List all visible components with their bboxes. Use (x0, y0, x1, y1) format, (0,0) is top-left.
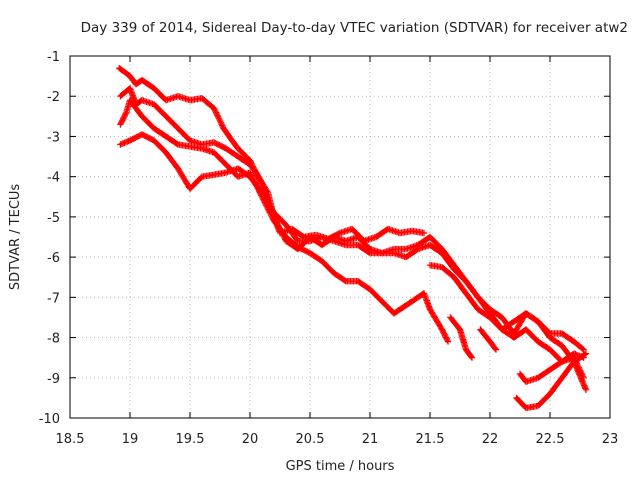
series-track-5 (426, 262, 587, 381)
plot-frame (69, 55, 611, 419)
data-point-markers (426, 262, 587, 381)
x-tick-labels: 18.5 19 19.5 20 20.5 21 21.5 22 22.5 23 (56, 432, 619, 447)
data-point-markers (447, 314, 476, 361)
x-axis-label: GPS time / hours (286, 459, 395, 474)
x-tick-label: 20 (242, 432, 259, 447)
y-tick-label: -6 (47, 251, 60, 266)
chart-title: Day 339 of 2014, Sidereal Day-to-day VTE… (81, 20, 628, 36)
series-track-7 (477, 326, 500, 353)
y-tick-label: -9 (47, 372, 60, 387)
x-tick-label: 21 (362, 432, 379, 447)
data-marks (116, 64, 590, 412)
data-point-markers (513, 350, 590, 412)
data-point-markers (516, 350, 587, 385)
data-point-markers (117, 131, 590, 393)
axis-ticks (69, 55, 611, 419)
series-track-4 (117, 131, 590, 393)
y-tick-label: -7 (47, 291, 60, 306)
x-tick-label: 19.5 (176, 432, 205, 447)
series-track-2 (117, 85, 587, 353)
y-tick-labels: -10 -9 -8 -7 -6 -5 -4 -3 -2 -1 (39, 50, 60, 427)
x-tick-label: 18.5 (56, 432, 85, 447)
series-track-6 (447, 314, 476, 361)
x-tick-label: 22 (482, 432, 499, 447)
y-tick-label: -8 (47, 332, 60, 347)
y-tick-label: -10 (39, 412, 60, 427)
y-tick-label: -2 (47, 90, 60, 105)
x-tick-label: 19 (122, 432, 139, 447)
y-tick-label: -4 (47, 171, 60, 186)
x-tick-label: 23 (602, 432, 619, 447)
y-tick-label: -1 (47, 50, 60, 65)
y-tick-label: -3 (47, 130, 60, 145)
x-tick-label: 21.5 (416, 432, 445, 447)
y-tick-label: -5 (47, 211, 60, 226)
data-point-markers (117, 85, 587, 353)
x-tick-label: 20.5 (296, 432, 325, 447)
series-track-9 (513, 350, 590, 412)
series-track-8 (516, 350, 587, 385)
data-point-markers (477, 326, 500, 353)
x-tick-label: 22.5 (536, 432, 565, 447)
y-axis-label: SDTVAR / TECUs (8, 184, 23, 291)
